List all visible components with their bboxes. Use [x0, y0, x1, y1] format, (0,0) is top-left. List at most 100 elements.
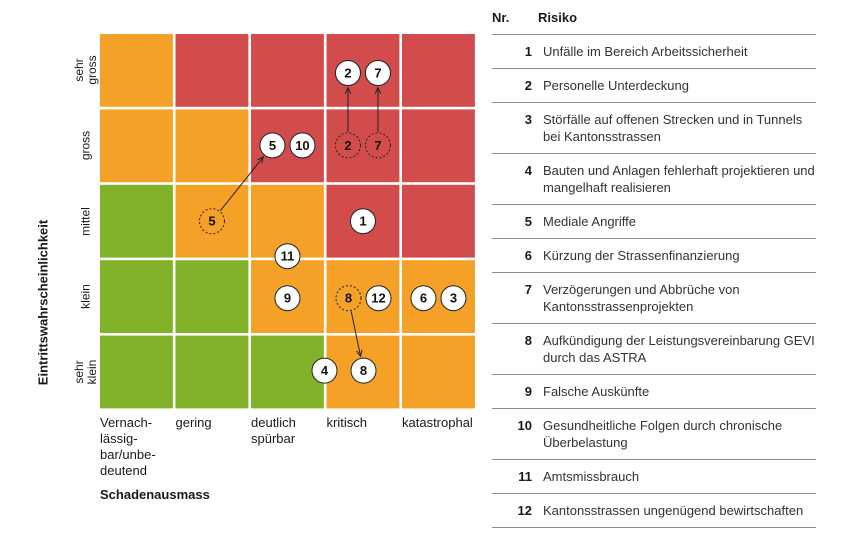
- legend-row-text: Kantonsstrassen ungenügend bewirtschafte…: [543, 503, 804, 518]
- legend-row: 5 Mediale Angriffe: [492, 205, 816, 239]
- legend-row-nr: 10: [517, 418, 532, 433]
- x-level-label: gering: [175, 415, 212, 430]
- matrix-cell: [402, 34, 475, 107]
- legend-row-text: Mediale Angriffe: [543, 214, 636, 229]
- legend-row-nr: 2: [524, 78, 532, 93]
- risk-label-4: 4: [321, 363, 329, 378]
- previous-risk-label-8: 8: [345, 291, 352, 306]
- risk-label-1: 1: [359, 214, 366, 229]
- risk-marker-1: [349, 208, 376, 235]
- legend-row: 7 Verzögerungen und Abbrüche von Kantonss…: [492, 273, 816, 324]
- matrix-cell: [100, 335, 173, 409]
- legend-row: 10 Gesundheitliche Folgen durch chronisch…: [492, 409, 816, 460]
- legend-row-nr: 4: [524, 163, 532, 178]
- y-level-label: klein: [78, 284, 93, 309]
- matrix-cell: [100, 260, 173, 333]
- legend-row-nr: 5: [524, 214, 532, 229]
- risk-marker-12: [365, 285, 392, 312]
- matrix-cell: [175, 260, 249, 333]
- risk-marker-5: [259, 132, 286, 159]
- risk-marker-8: [350, 357, 377, 384]
- risk-shift-arrow-8: [350, 311, 360, 356]
- legend-row-nr: 3: [524, 112, 532, 127]
- legend-row-nr: 7: [524, 282, 532, 297]
- matrix-cell: [175, 109, 249, 183]
- matrix-cell: [175, 184, 249, 258]
- x-level-label: kritisch: [326, 415, 367, 430]
- previous-risk-marker-2: [334, 132, 361, 159]
- legend-row-nr: 12: [517, 503, 532, 518]
- matrix-cell: [326, 109, 400, 183]
- risk-marker-10: [289, 132, 316, 159]
- legend-row-text: Personelle Unterdeckung: [543, 78, 689, 93]
- legend-row-text: Amtsmissbrauch: [543, 469, 640, 484]
- legend-header-risk: Risiko: [538, 10, 578, 25]
- legend-row: 12 Kantonsstrassen ungenügend bewirtschaf…: [492, 494, 816, 528]
- legend-row: 9 Falsche Auskünfte: [492, 375, 816, 409]
- y-axis-title: Eintrittswahrscheinlichkeit: [35, 219, 51, 386]
- legend-row-text: Kürzung der Strassenfinanzierung: [543, 248, 740, 263]
- legend-row-nr: 6: [524, 248, 532, 263]
- legend-row: 11 Amtsmissbrauch: [492, 460, 816, 494]
- y-level-label: sehr gross: [72, 55, 99, 86]
- y-level-label: mittel: [78, 206, 93, 236]
- matrix-cell: [100, 184, 173, 258]
- risk-label-3: 3: [450, 291, 457, 306]
- matrix-cell: [402, 109, 475, 183]
- matrix-cell: [100, 34, 173, 107]
- risk-marker-2: [334, 60, 361, 86]
- legend-row: 4 Bauten und Anlagen fehlerhaft projektie…: [492, 154, 816, 205]
- legend-header: Nr. Risiko: [492, 10, 816, 35]
- matrix-cell: [251, 34, 324, 107]
- risk-shift-arrow-5: [219, 157, 263, 211]
- risk-label-10: 10: [295, 138, 309, 153]
- x-axis-title: Schadenausmass: [100, 487, 210, 502]
- risk-legend: Nr. Risiko 1 Unfälle im Bereich Arbeitssi…: [492, 10, 816, 528]
- risk-marker-6: [410, 285, 437, 312]
- previous-risk-marker-7: [364, 132, 391, 159]
- legend-row: 3 Störfälle auf offenen Strecken und in T…: [492, 103, 816, 154]
- risk-marker-4: [311, 357, 338, 384]
- risk-marker-7: [364, 60, 391, 86]
- legend-row-text: Störfälle auf offenen Strecken und in Tu…: [543, 112, 803, 144]
- matrix-cell: [402, 335, 475, 409]
- risk-label-5: 5: [269, 138, 276, 153]
- risk-marker-3: [440, 285, 467, 312]
- legend-row-nr: 8: [524, 333, 532, 348]
- risk-label-8: 8: [360, 363, 367, 378]
- legend-row: 8 Aufkündigung der Leistungsvereinbarung …: [492, 324, 816, 375]
- matrix-cell: [175, 34, 249, 107]
- legend-row-text: Aufkündigung der Leistungsvereinbarung G…: [543, 333, 815, 365]
- x-level-label: deutlich spürbar: [251, 415, 296, 446]
- risk-marker-9: [274, 285, 301, 312]
- y-level-label: gross: [78, 131, 93, 161]
- legend-row-nr: 11: [518, 469, 532, 484]
- x-level-label: Vernach-lässig-bar/unbe-deutend: [100, 415, 156, 478]
- legend-row-text: Unfälle im Bereich Arbeitssicherheit: [543, 44, 748, 59]
- legend-header-nr: Nr.: [492, 10, 510, 25]
- x-level-label: katastrophal: [402, 415, 473, 430]
- legend-row-nr: 9: [524, 384, 532, 399]
- previous-risk-marker-8: [335, 285, 362, 312]
- risk-marker-11: [274, 243, 301, 270]
- legend-row: 6 Kürzung der Strassenfinanzierung: [492, 239, 816, 273]
- matrix-cell: [175, 335, 249, 409]
- risk-label-11: 11: [281, 249, 295, 264]
- legend-row-text: Gesundheitliche Folgen durch chronische …: [543, 418, 783, 450]
- legend-row-text: Falsche Auskünfte: [543, 384, 650, 399]
- risk-label-12: 12: [371, 291, 385, 306]
- risk-label-6: 6: [420, 291, 427, 306]
- risk-label-2: 2: [344, 66, 351, 81]
- legend-row: 2 Personelle Unterdeckung: [492, 69, 816, 103]
- legend-row: 1 Unfälle im Bereich Arbeitssicherheit: [492, 35, 816, 69]
- previous-risk-label-2: 2: [344, 138, 351, 153]
- previous-risk-label-5: 5: [208, 214, 215, 229]
- risk-label-7: 7: [374, 66, 381, 81]
- legend-row-nr: 1: [524, 44, 532, 59]
- matrix-cell: [402, 184, 475, 258]
- risk-label-9: 9: [284, 291, 291, 306]
- previous-risk-label-7: 7: [374, 138, 381, 153]
- previous-risk-marker-5: [198, 208, 225, 235]
- legend-row-text: Bauten und Anlagen fehlerhaft projektier…: [543, 163, 815, 195]
